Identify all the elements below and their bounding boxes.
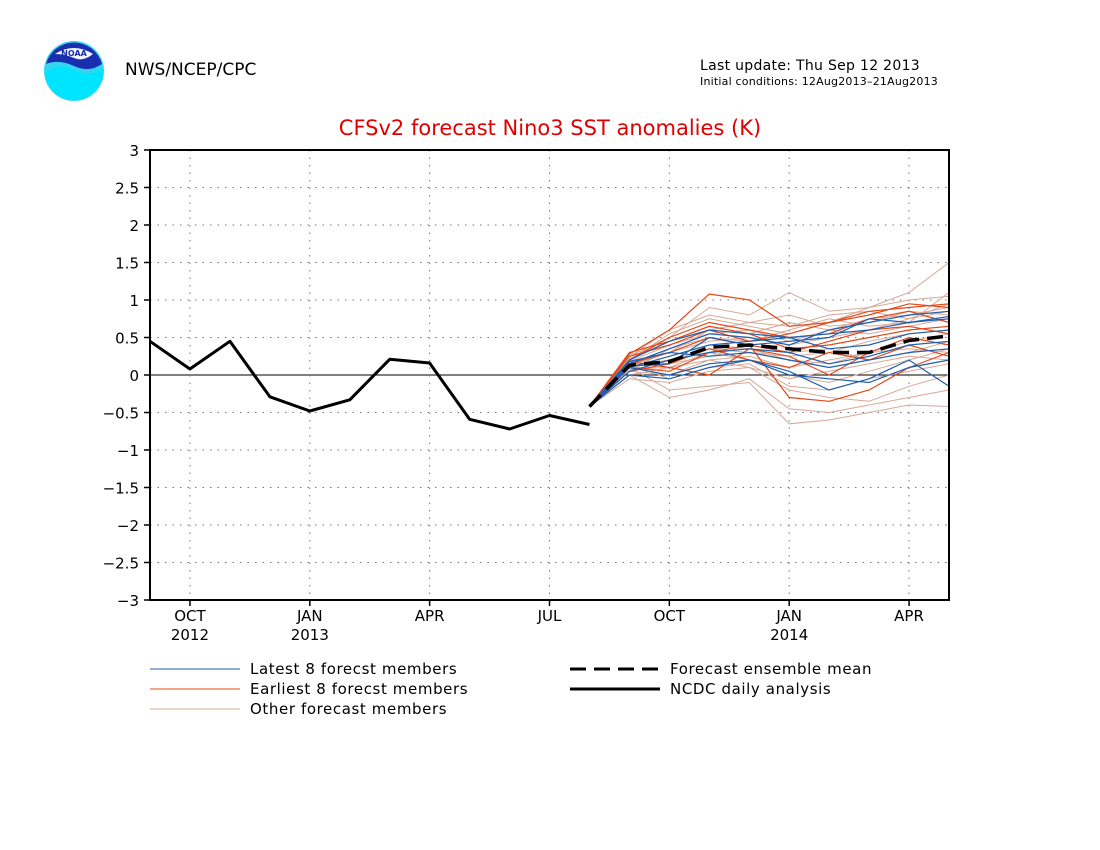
- legend-label: NCDC daily analysis: [670, 680, 831, 698]
- legend-label: Forecast ensemble mean: [670, 660, 872, 678]
- other-member-line: [589, 318, 950, 407]
- earliest-member-line: [589, 325, 950, 407]
- x-tick-label: JAN: [296, 607, 323, 625]
- other-member-line: [589, 348, 950, 407]
- y-tick-label: −3: [117, 592, 139, 610]
- y-tick-label: −2: [117, 517, 139, 535]
- other-member-line: [589, 303, 950, 407]
- x-tick-label: JUL: [537, 607, 562, 625]
- other-member-line: [589, 333, 950, 407]
- other-member-line: [589, 374, 950, 414]
- latest-member-line: [589, 310, 950, 407]
- latest-member-line: [589, 348, 950, 407]
- legend-label: Other forecast members: [250, 700, 447, 718]
- ncdc-analysis-line: [149, 339, 590, 431]
- ensemble-mean-line: [588, 334, 950, 408]
- y-tick-label: −1.5: [103, 480, 139, 498]
- x-tick-label: JAN: [775, 607, 802, 625]
- initial-conditions-text: Initial conditions: 12Aug2013–21Aug2013: [700, 75, 938, 88]
- plot-frame: [149, 149, 950, 601]
- earliest-member-line: [589, 344, 950, 407]
- other-member-line: [589, 310, 950, 407]
- last-update-text: Last update: Thu Sep 12 2013: [700, 58, 920, 74]
- other-member-line: [589, 329, 950, 407]
- y-tick-label: 3: [129, 142, 139, 160]
- other-member-line: [589, 366, 950, 425]
- earliest-member-line: [589, 310, 950, 407]
- org-label: NWS/NCEP/CPC: [125, 60, 257, 80]
- other-member-line: [589, 307, 950, 407]
- other-member-line: [589, 310, 950, 407]
- x-tick-year-label: 2013: [291, 626, 329, 644]
- earliest-member-line: [589, 293, 950, 407]
- other-member-line: [589, 292, 950, 407]
- y-tick-label: 0: [129, 367, 139, 385]
- grid-lines: [150, 150, 949, 600]
- y-tick-label: −2.5: [103, 555, 139, 573]
- earliest-member-line: [589, 303, 950, 407]
- latest-member-line: [589, 340, 950, 407]
- x-tick-label: OCT: [174, 607, 206, 625]
- y-tick-label: 2: [129, 217, 139, 235]
- other-member-line: [589, 363, 950, 407]
- other-member-line: [589, 366, 950, 407]
- y-tick-label: 1: [129, 292, 139, 310]
- other-member-line: [589, 355, 950, 407]
- y-tick-label: 0.5: [115, 330, 139, 348]
- earliest-member-line: [589, 344, 950, 407]
- y-tick-label: 2.5: [115, 180, 139, 198]
- other-member-line: [589, 344, 950, 407]
- forecast-members: [589, 262, 950, 425]
- legend-label: Earliest 8 forecst members: [250, 680, 468, 698]
- latest-member-line: [589, 329, 950, 407]
- earliest-member-line: [589, 325, 950, 407]
- y-axis-ticks: 3 2.5 2 1.5 1 0.5 0 −0.5 −1 −1.5 −2 −2.5 −3: [103, 142, 150, 610]
- earliest-member-line: [589, 336, 950, 407]
- x-tick-year-label: 2012: [171, 626, 209, 644]
- latest-member-line: [589, 318, 950, 407]
- legend-label: Latest 8 forecst members: [250, 660, 457, 678]
- other-member-line: [589, 291, 950, 407]
- x-tick-label: APR: [894, 607, 924, 625]
- y-tick-label: −0.5: [103, 405, 139, 423]
- main-lines: [149, 334, 950, 431]
- latest-member-line: [589, 315, 950, 407]
- noaa-logo: NOAA: [44, 41, 104, 101]
- latest-member-line: [589, 359, 950, 407]
- x-tick-year-label: 2014: [770, 626, 808, 644]
- update-info: Last update: Thu Sep 12 2013 Initial con…: [700, 58, 938, 88]
- logo-text: NOAA: [61, 49, 87, 58]
- x-tick-label: OCT: [654, 607, 686, 625]
- other-member-line: [589, 262, 950, 407]
- y-tick-label: −1: [117, 442, 139, 460]
- y-tick-label: 1.5: [115, 255, 139, 273]
- other-member-line: [589, 340, 950, 407]
- legend: Latest 8 forecst members Earliest 8 forec…: [150, 660, 872, 718]
- latest-member-line: [589, 359, 950, 407]
- x-tick-label: APR: [415, 607, 445, 625]
- chart-title: CFSv2 forecast Nino3 SST anomalies (K): [339, 116, 761, 140]
